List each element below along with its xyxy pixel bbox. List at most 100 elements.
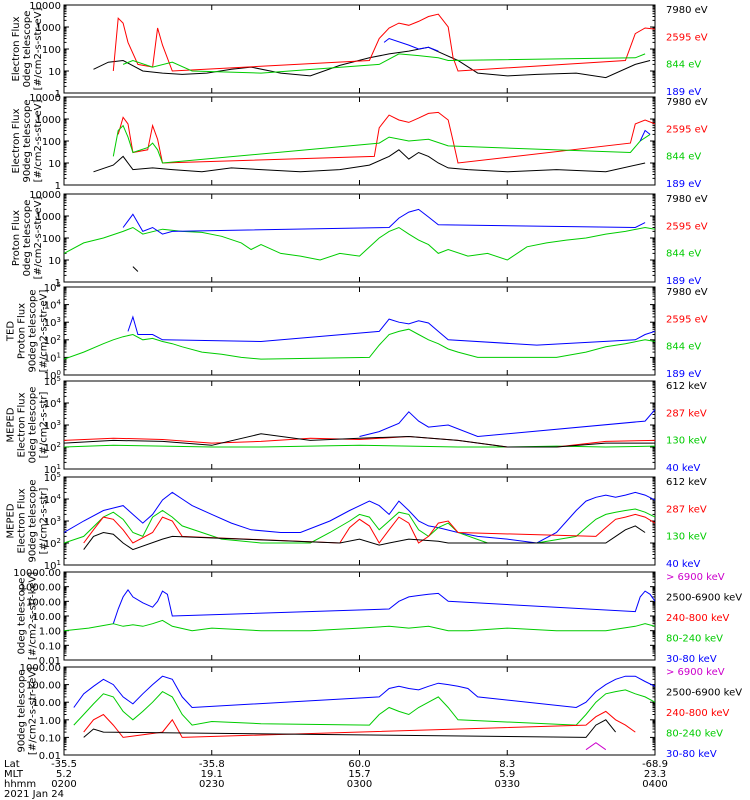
plot-frame bbox=[63, 286, 656, 376]
y-axis-label: Proton Flux bbox=[17, 303, 28, 359]
panel-5: 101 102 103 104 105 MEPED Electron Flux 0deg te… bbox=[6, 375, 707, 476]
legend-entry: 287 keV bbox=[666, 408, 707, 419]
y-axis-label: Electron Flux bbox=[11, 108, 22, 173]
lat-tick-label: 60.0 bbox=[348, 759, 370, 770]
y-tick-label: 105 bbox=[44, 281, 61, 294]
series-189-ev bbox=[639, 129, 651, 142]
series-130-kev bbox=[64, 444, 655, 448]
y-tick-label: 1000.00 bbox=[20, 663, 61, 674]
series-7980-ev bbox=[93, 149, 646, 173]
y-axis-label: 90deg telescope bbox=[28, 289, 39, 372]
legend-entry: 189 eV bbox=[666, 179, 701, 190]
legend-entry: 7980 eV bbox=[666, 5, 708, 16]
y-tick-label: 104 bbox=[44, 493, 62, 506]
series-189-ev bbox=[383, 37, 439, 52]
legend-entry: > 6900 keV bbox=[666, 667, 725, 678]
panel-6: 101 102 103 104 105 MEPED Electron Flux 90deg t… bbox=[6, 471, 707, 572]
legend-entry: 40 keV bbox=[666, 559, 700, 570]
y-tick-label: 100.00 bbox=[26, 597, 61, 608]
series-group bbox=[64, 315, 655, 360]
lat-tick-label: -35.8 bbox=[199, 759, 225, 770]
y-axis-label: 90deg telescope bbox=[17, 669, 28, 752]
legend-entry: 240-800 keV bbox=[666, 708, 730, 719]
legend-entry: 130 keV bbox=[666, 436, 707, 447]
series-group bbox=[93, 13, 655, 79]
legend-entry: 240-800 keV bbox=[666, 613, 730, 624]
series-6900-kev bbox=[585, 742, 607, 751]
plot-frame bbox=[63, 96, 656, 186]
series-130-kev bbox=[64, 508, 655, 544]
axis-row-label: hhmm bbox=[4, 779, 36, 790]
y-tick-label: 10 bbox=[48, 159, 61, 170]
panels-group: 1 10 100 1000 10000 Electron Flux 0deg telesco… bbox=[6, 1, 743, 762]
legend-entry: 189 eV bbox=[666, 276, 701, 287]
series-7980-ev bbox=[132, 266, 139, 272]
y-tick-label: 10 bbox=[48, 67, 61, 78]
y-axis-label: Electron Flux bbox=[17, 392, 28, 457]
y-axis-label: [#/cm2-s-str] bbox=[39, 487, 50, 554]
y-tick-label: 10000 bbox=[29, 93, 61, 104]
y-tick-label: 100 bbox=[44, 369, 61, 382]
legend-entry: 40 keV bbox=[666, 463, 700, 474]
hhmm-tick-label: 0300 bbox=[347, 779, 372, 790]
series-844-ev bbox=[122, 53, 646, 74]
hhmm-tick-label: 0200 bbox=[51, 779, 76, 790]
legend-entry: 80-240 keV bbox=[666, 729, 723, 740]
y-axis-label: Proton Flux bbox=[11, 210, 22, 266]
legend-entry: 30-80 keV bbox=[666, 749, 717, 760]
series-612-kev bbox=[83, 525, 646, 551]
y-axis-label: 0deg telescope bbox=[17, 578, 28, 655]
y-tick-label: 1000 bbox=[36, 212, 61, 223]
series-189-ev bbox=[127, 315, 655, 346]
legend-entry: 612 keV bbox=[666, 381, 707, 392]
y-axis-label: 0deg telescope bbox=[22, 200, 33, 277]
y-axis-label: [#/cm2-s-str-keV] bbox=[28, 572, 39, 660]
legend-entry: 2595 eV bbox=[666, 124, 708, 135]
legend-entry: 2500-6900 keV bbox=[666, 688, 742, 699]
y-tick-label: 1 bbox=[55, 89, 61, 100]
y-tick-label: 0.10 bbox=[39, 733, 61, 744]
series-287-kev bbox=[83, 513, 655, 544]
y-tick-label: 105 bbox=[44, 375, 61, 388]
series-40-kev bbox=[359, 409, 655, 438]
y-tick-label: 1.00 bbox=[39, 716, 61, 727]
y-tick-label: 10 bbox=[48, 256, 61, 267]
panel-3: 1 10 100 1000 10000 Proton Flux 0deg telescope… bbox=[11, 190, 708, 289]
y-axis-label: 90deg telescope bbox=[28, 479, 39, 562]
series-group bbox=[64, 208, 655, 272]
y-axis-label: [#/cm2-s-str-eV] bbox=[39, 290, 50, 373]
y-tick-label: 104 bbox=[44, 299, 62, 312]
legend-entry: 7980 eV bbox=[666, 194, 708, 205]
y-axis-label: MEPED bbox=[6, 407, 17, 442]
axis-row-label: Lat bbox=[4, 759, 20, 770]
legend-entry: 287 keV bbox=[666, 504, 707, 515]
y-axis-label: [#/cm2-s-str-eV] bbox=[33, 8, 44, 91]
legend-entry: 2500-6900 keV bbox=[666, 593, 742, 604]
series-group bbox=[73, 675, 655, 751]
y-tick-label: 10000.00 bbox=[13, 568, 61, 579]
series-group bbox=[93, 111, 655, 173]
legend-entry: 844 eV bbox=[666, 249, 701, 260]
y-tick-label: 100 bbox=[42, 234, 61, 245]
series-612-kev bbox=[64, 433, 655, 448]
plot-frame bbox=[63, 193, 656, 283]
mlt-tick-label: 19.1 bbox=[201, 769, 223, 780]
y-tick-label: 100 bbox=[42, 137, 61, 148]
legend-entry: 2595 eV bbox=[666, 314, 708, 325]
y-tick-label: 1000.00 bbox=[20, 583, 61, 594]
y-axis-label: [#/cm2-s-str-eV] bbox=[33, 197, 44, 280]
series-189-ev bbox=[122, 208, 646, 235]
legend-entry: 7980 eV bbox=[666, 97, 708, 108]
y-tick-label: 101 bbox=[44, 463, 61, 476]
y-tick-label: 10000 bbox=[29, 1, 61, 12]
y-tick-label: 101 bbox=[44, 559, 61, 572]
y-axis-label: 90deg telescope bbox=[22, 99, 33, 182]
plot-frame bbox=[63, 4, 656, 94]
y-tick-label: 10.00 bbox=[32, 698, 61, 709]
y-tick-label: 10000 bbox=[29, 190, 61, 201]
plot-frame bbox=[63, 571, 656, 661]
y-tick-label: 102 bbox=[44, 441, 61, 454]
legend-entry: 130 keV bbox=[666, 532, 707, 543]
y-tick-label: 10.00 bbox=[32, 612, 61, 623]
